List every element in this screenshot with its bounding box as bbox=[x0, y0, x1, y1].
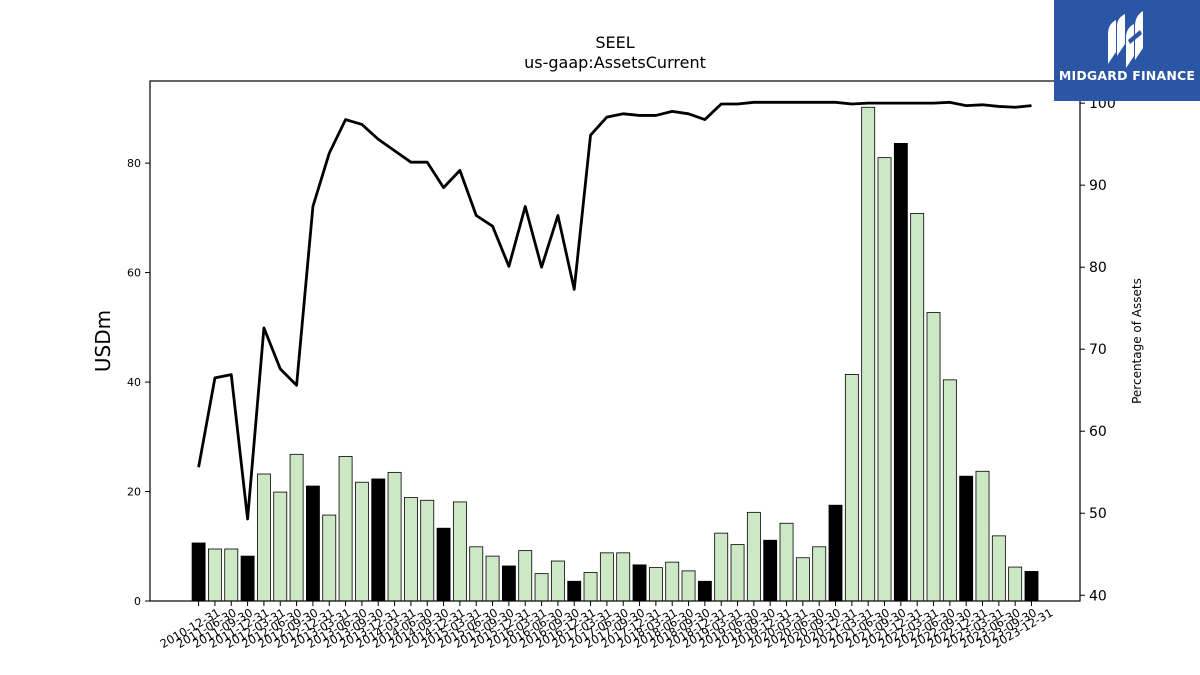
bar bbox=[975, 470, 990, 602]
bar bbox=[893, 142, 908, 602]
bar bbox=[648, 567, 663, 602]
bar bbox=[746, 511, 761, 602]
bar bbox=[1024, 571, 1039, 602]
bar bbox=[583, 572, 598, 602]
bar bbox=[305, 485, 320, 602]
bar bbox=[665, 561, 680, 602]
bar bbox=[959, 475, 974, 602]
y2-tick-label: 70 bbox=[1089, 342, 1107, 358]
bar bbox=[469, 546, 484, 602]
percentage-line bbox=[197, 100, 1032, 521]
bar bbox=[616, 552, 631, 602]
bar bbox=[567, 580, 582, 602]
bar bbox=[844, 373, 859, 602]
bar bbox=[599, 552, 614, 602]
y-axis-label: USDm bbox=[91, 310, 115, 372]
bar bbox=[338, 456, 353, 602]
bar bbox=[795, 557, 810, 602]
bar bbox=[534, 573, 549, 602]
plot-frame bbox=[149, 80, 1081, 602]
bar bbox=[714, 532, 729, 602]
bar bbox=[436, 527, 451, 602]
bar bbox=[550, 560, 565, 602]
y2-tick-label: 40 bbox=[1089, 588, 1107, 604]
bar bbox=[273, 491, 288, 602]
y-axis-left: 0 20 40 60 80 bbox=[127, 157, 150, 608]
line-series bbox=[197, 100, 1032, 521]
bar bbox=[991, 535, 1006, 602]
bar bbox=[518, 550, 533, 602]
bar bbox=[289, 453, 304, 602]
bar bbox=[452, 501, 467, 602]
bar bbox=[877, 157, 892, 602]
midgard-logo-icon bbox=[1108, 11, 1143, 68]
y-tick-label: 20 bbox=[127, 486, 141, 499]
bar bbox=[224, 548, 239, 602]
y2-tick-label: 50 bbox=[1089, 506, 1107, 522]
bar bbox=[779, 522, 794, 602]
y2-tick-label: 60 bbox=[1089, 424, 1107, 440]
bar bbox=[403, 497, 418, 602]
bar bbox=[812, 546, 827, 602]
bar bbox=[207, 548, 222, 602]
bar bbox=[926, 312, 941, 602]
y-tick-label: 0 bbox=[134, 595, 141, 608]
bar bbox=[240, 555, 255, 602]
bar bbox=[763, 539, 778, 602]
brand-logo: MIDGARD FINANCE bbox=[1054, 0, 1200, 101]
bar-series bbox=[191, 106, 1039, 602]
y-tick-label: 40 bbox=[127, 376, 141, 389]
brand-name: MIDGARD FINANCE bbox=[1058, 68, 1196, 83]
bar bbox=[256, 473, 271, 602]
bar bbox=[910, 213, 925, 602]
bar bbox=[828, 504, 843, 602]
chart-subtitle: us-gaap:AssetsCurrent bbox=[524, 53, 706, 72]
bar bbox=[697, 580, 712, 602]
bar bbox=[681, 570, 696, 602]
bar bbox=[501, 565, 516, 602]
bar bbox=[371, 478, 386, 602]
bar bbox=[387, 471, 402, 602]
chart-title: SEEL bbox=[595, 33, 634, 52]
y2-axis-label: Percentage of Assets bbox=[1130, 278, 1144, 404]
y2-tick-label: 90 bbox=[1089, 178, 1107, 194]
y-tick-label: 60 bbox=[127, 267, 141, 280]
bar bbox=[420, 499, 435, 602]
bar bbox=[942, 379, 957, 602]
bar bbox=[861, 106, 876, 602]
bar bbox=[485, 555, 500, 602]
y-tick-label: 80 bbox=[127, 157, 141, 170]
bar bbox=[1008, 566, 1023, 602]
bar bbox=[632, 564, 647, 602]
bar bbox=[322, 514, 337, 602]
x-axis: 2010-12-312011-06-302011-09-302011-12-31… bbox=[158, 601, 1055, 651]
bar bbox=[730, 544, 745, 602]
bar bbox=[354, 481, 369, 602]
bar bbox=[191, 542, 206, 602]
y2-tick-label: 80 bbox=[1089, 260, 1107, 276]
